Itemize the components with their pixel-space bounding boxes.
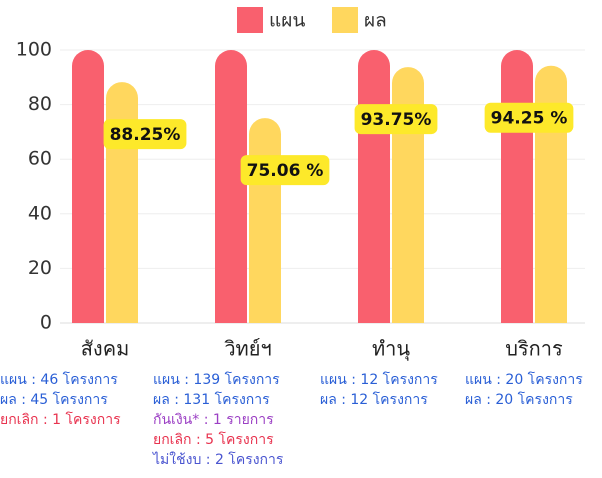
annotation: แผน : 46 โครงการ: [0, 371, 118, 388]
x-tick-label: สังคม: [81, 337, 130, 361]
legend-swatch: [332, 7, 358, 33]
y-tick-label: 100: [16, 39, 52, 61]
value-label-text: 93.75%: [361, 110, 432, 130]
annotation: ผล : 12 โครงการ: [320, 391, 428, 408]
legend-label: แผน: [269, 10, 305, 32]
legend-swatch: [237, 7, 263, 33]
value-label: 75.06 %: [240, 155, 330, 186]
annotation: ผล : 131 โครงการ: [153, 391, 270, 408]
value-label-text: 94.25 %: [491, 109, 568, 129]
annotation: ผล : 45 โครงการ: [0, 391, 108, 408]
value-label-box: [240, 155, 330, 186]
bar: [106, 82, 138, 323]
value-label-box: [484, 102, 574, 133]
value-label-box: [103, 119, 187, 150]
annotation: กันเงิน* : 1 รายการ: [153, 412, 274, 428]
y-tick-label: 40: [28, 202, 52, 224]
annotation: ผล : 20 โครงการ: [465, 391, 573, 408]
value-label-text: 75.06 %: [247, 161, 324, 181]
x-tick-label: ทำนุ: [372, 337, 410, 362]
bar: [501, 50, 533, 323]
y-tick-label: 20: [28, 257, 52, 279]
annotation: ยกเลิก : 1 โครงการ: [0, 411, 121, 428]
annotation: แผน : 20 โครงการ: [465, 371, 583, 388]
bar: [249, 118, 281, 323]
x-tick-label: วิทย์ฯ: [224, 337, 271, 361]
value-label-box: [354, 104, 438, 135]
bar: [72, 50, 104, 323]
value-label-text: 88.25%: [110, 125, 181, 145]
annotation: ไม่ใช้งบ : 2 โครงการ: [152, 451, 284, 468]
value-label: 93.75%: [354, 104, 438, 135]
bar: [215, 50, 247, 323]
x-tick-label: บริการ: [505, 337, 563, 361]
annotation: ยกเลิก : 5 โครงการ: [153, 431, 274, 448]
y-tick-label: 80: [28, 93, 52, 115]
annotation: แผน : 12 โครงการ: [320, 371, 438, 388]
legend-label: ผล: [364, 10, 387, 32]
value-label: 88.25%: [103, 119, 187, 150]
value-label: 94.25 %: [484, 102, 574, 133]
y-tick-label: 60: [28, 148, 52, 170]
bar: [358, 50, 390, 323]
annotation: แผน : 139 โครงการ: [153, 371, 280, 388]
y-tick-label: 0: [40, 312, 52, 334]
